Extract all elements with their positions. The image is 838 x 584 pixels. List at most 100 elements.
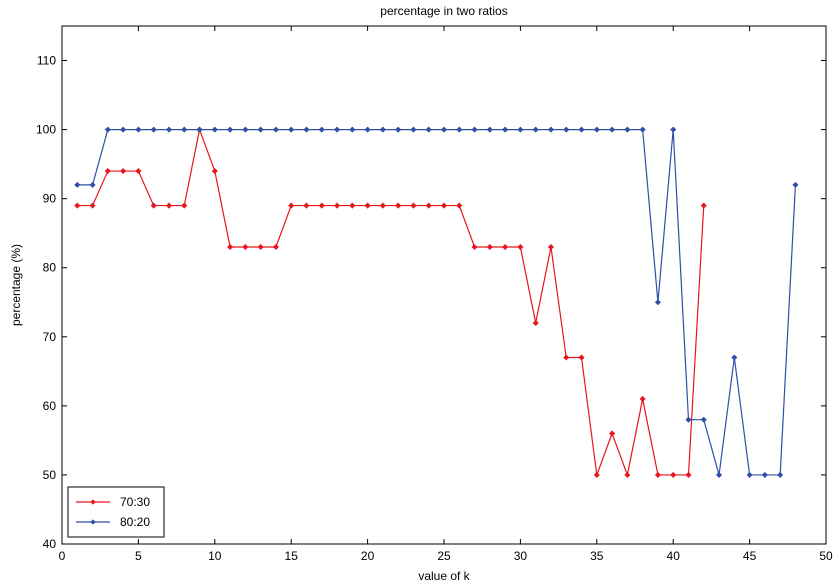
data-point (593, 471, 600, 478)
x-axis-title: value of k (418, 569, 470, 583)
series-70-30 (74, 126, 707, 478)
data-point (120, 126, 127, 133)
x-tick-label: 40 (667, 549, 681, 563)
data-point (379, 202, 386, 209)
data-point (211, 168, 218, 175)
data-point (150, 202, 157, 209)
data-point (425, 202, 432, 209)
data-point (227, 126, 234, 133)
legend-box (67, 486, 165, 538)
x-axis: 0 5 10 15 20 25 30 35 40 45 50 (59, 26, 833, 563)
data-point (257, 126, 264, 133)
data-point (272, 243, 279, 251)
series-layer (74, 126, 799, 478)
data-point (349, 202, 356, 209)
data-point (654, 471, 661, 478)
data-point (777, 471, 784, 478)
y-tick-label: 40 (43, 537, 57, 551)
y-tick-label: 80 (43, 261, 57, 275)
data-point (670, 471, 677, 478)
data-point (318, 126, 325, 133)
data-point (181, 202, 188, 209)
x-tick-label: 0 (59, 549, 66, 563)
data-point (334, 126, 341, 133)
data-point (288, 126, 295, 133)
data-point (639, 395, 646, 402)
data-point (89, 202, 96, 209)
data-point (502, 243, 509, 251)
data-point (272, 126, 279, 133)
data-point (74, 181, 81, 188)
data-point (532, 126, 539, 133)
y-tick-label: 70 (43, 330, 57, 344)
data-point (440, 202, 448, 209)
data-point (792, 181, 799, 188)
data-point (456, 126, 463, 133)
legend-marker (90, 519, 96, 525)
legend-label: 80:20 (120, 515, 150, 529)
data-point (670, 126, 677, 133)
data-point (624, 126, 631, 133)
data-point (334, 202, 341, 209)
y-axis: 40 50 60 70 80 90 100 110 (36, 54, 826, 551)
data-point (532, 319, 539, 327)
data-point (89, 181, 96, 188)
data-point (196, 126, 203, 133)
data-point (563, 354, 570, 361)
data-point (761, 471, 768, 478)
data-point (104, 168, 111, 175)
data-point (547, 243, 554, 251)
data-point (364, 202, 371, 209)
data-point (654, 299, 661, 306)
y-tick-label: 60 (43, 399, 57, 413)
data-point (746, 471, 753, 478)
x-tick-label: 20 (361, 549, 375, 563)
data-point (104, 126, 111, 133)
y-tick-label: 90 (43, 192, 57, 206)
data-point (303, 202, 310, 209)
data-point (624, 471, 631, 478)
y-tick-label: 110 (37, 54, 56, 68)
x-tick-label: 45 (743, 549, 757, 563)
data-point (410, 202, 417, 209)
data-point (211, 126, 218, 133)
x-tick-label: 35 (590, 549, 604, 563)
data-point (700, 416, 707, 423)
data-point (517, 126, 524, 133)
x-tick-label: 10 (208, 549, 222, 563)
data-point (486, 243, 493, 251)
data-point (257, 243, 264, 251)
data-point (395, 126, 402, 133)
data-point (165, 202, 172, 209)
data-point (227, 243, 234, 251)
data-point (578, 354, 585, 361)
y-tick-label: 100 (36, 123, 56, 137)
x-tick-label: 50 (819, 549, 833, 563)
y-axis-title: percentage (%) (9, 244, 23, 326)
data-point (456, 202, 463, 209)
x-tick-label: 5 (135, 549, 142, 563)
data-point (120, 168, 127, 175)
data-point (425, 126, 432, 133)
data-point (242, 243, 249, 251)
data-point (364, 126, 371, 133)
data-point (242, 126, 249, 133)
data-point (517, 243, 524, 251)
x-tick-label: 25 (437, 549, 451, 563)
data-point (639, 126, 646, 133)
data-point (349, 126, 356, 133)
data-point (74, 202, 81, 209)
data-point (685, 471, 692, 478)
plot-area (61, 25, 827, 545)
data-point (471, 126, 478, 133)
data-point (165, 126, 172, 133)
data-point (563, 126, 570, 133)
data-point (609, 126, 616, 133)
x-tick-label: 15 (285, 549, 299, 563)
data-point (150, 126, 157, 133)
data-point (471, 243, 478, 251)
data-point (716, 471, 723, 478)
data-point (379, 126, 386, 133)
data-point (578, 126, 585, 133)
